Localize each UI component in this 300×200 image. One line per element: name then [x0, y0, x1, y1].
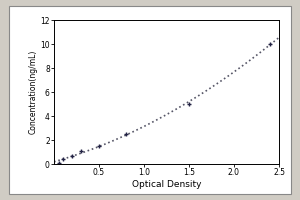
Y-axis label: Concentration(ng/mL): Concentration(ng/mL) — [28, 50, 38, 134]
X-axis label: Optical Density: Optical Density — [132, 180, 201, 189]
